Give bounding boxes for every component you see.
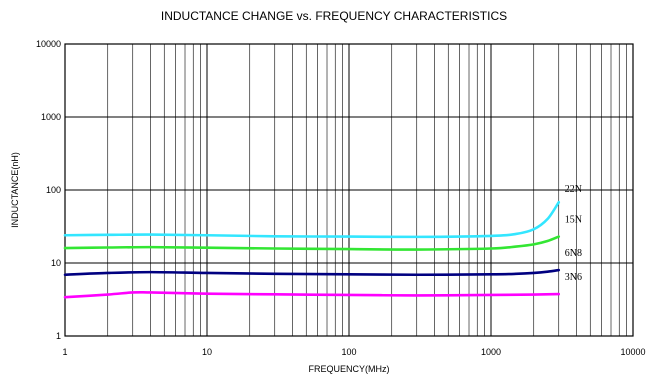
x-tick-label: 10 [202, 347, 212, 357]
series-line-6n8 [63, 268, 561, 277]
y-tick-label: 10000 [36, 39, 61, 49]
series-label-15n: 15N [565, 215, 582, 226]
series-line-22n [63, 200, 561, 239]
series-label-6n8: 6N8 [565, 248, 582, 259]
series-line-15n [63, 235, 561, 251]
x-tick-label: 100 [341, 347, 356, 357]
y-tick-label: 100 [46, 185, 61, 195]
series-label-22n: 22N [565, 184, 582, 195]
chart-title: INDUCTANCE CHANGE vs. FREQUENCY CHARACTE… [161, 9, 507, 23]
series-labels: 22N 15N 6N8 3N6 [565, 184, 582, 283]
x-tick-label: 1000 [481, 347, 501, 357]
x-tick-label: 10000 [620, 347, 645, 357]
grid [65, 44, 633, 336]
series-lines [63, 200, 561, 299]
y-tick-label: 1 [56, 331, 61, 341]
plot-frame [64, 43, 634, 337]
x-axis-label: FREQUENCY(MHz) [309, 364, 390, 374]
y-tick-label: 10 [51, 258, 61, 268]
series-line-3n6 [63, 290, 561, 299]
x-tick-label: 1 [62, 347, 67, 357]
y-axis-label: INDUCTANCE(nH) [10, 152, 20, 228]
series-label-3n6: 3N6 [565, 272, 582, 283]
tick-labels: 1 10 100 1000 10000 1 10 100 1000 10000 [36, 39, 646, 357]
y-tick-label: 1000 [41, 112, 61, 122]
